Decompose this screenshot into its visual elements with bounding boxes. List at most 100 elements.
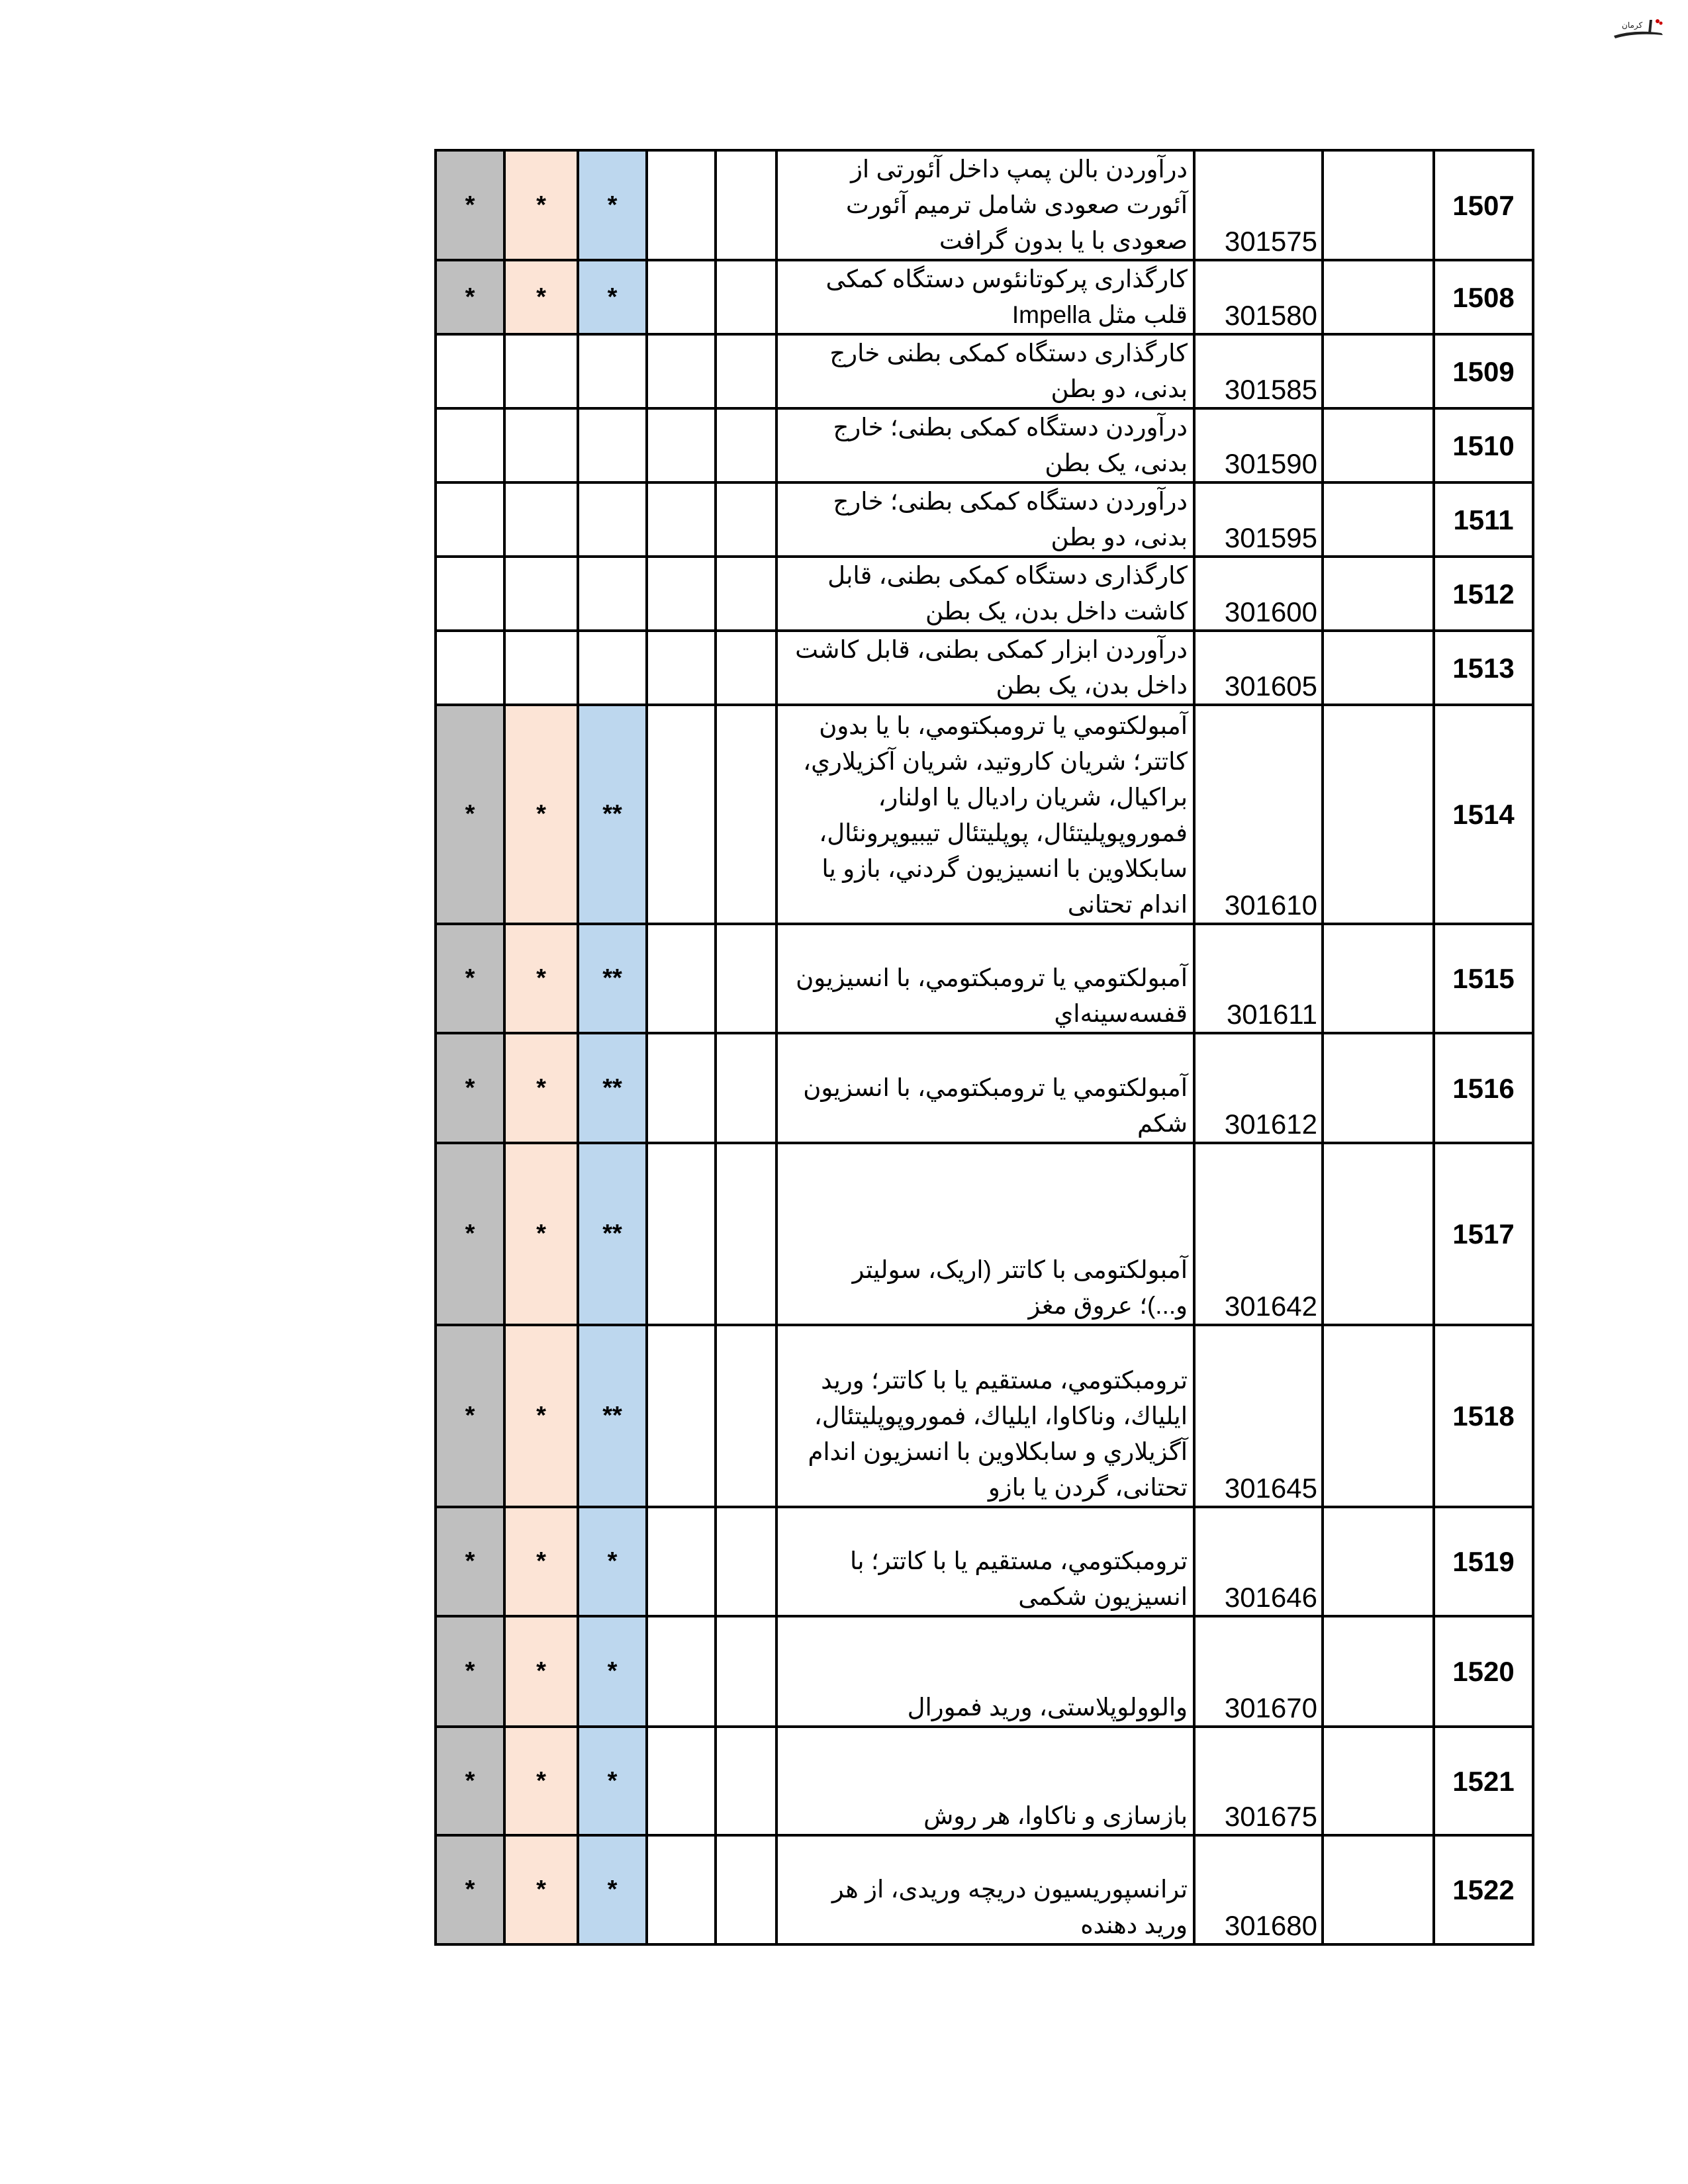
empty-cell <box>1321 1142 1435 1326</box>
table-row: * * ** ترومبکتومي، مستقيم يا با کاتتر؛ وريد… <box>434 1324 1534 1508</box>
table-row: کارگذاری دستگاه کمکی بطنی خارج بدنی، دو … <box>434 333 1534 410</box>
empty-cell <box>714 149 778 261</box>
blue-mark-cell: * <box>577 1834 648 1946</box>
row-number-cell: 1514 <box>1432 704 1534 925</box>
empty-cell <box>714 555 778 632</box>
empty-cell <box>645 1032 717 1144</box>
description-cell: کارگذاری دستگاه کمکی بطنی خارج بدنی، دو … <box>775 333 1196 410</box>
empty-cell <box>1321 1506 1435 1617</box>
description-cell: آمبولکتومي يا ترومبکتومي، با انسيزيون قف… <box>775 923 1196 1034</box>
svg-text:کرمان: کرمان <box>1622 21 1643 30</box>
row-number-cell: 1520 <box>1432 1615 1534 1728</box>
description-cell: والوولوپلاستی، ورید فمورال <box>775 1615 1196 1728</box>
code-cell: 301646 <box>1193 1506 1324 1617</box>
gray-mark-cell <box>434 629 506 706</box>
gray-mark-cell: * <box>434 149 506 261</box>
empty-cell <box>645 149 717 261</box>
row-number-cell: 1516 <box>1432 1032 1534 1144</box>
blue-mark-cell: ** <box>577 1032 648 1144</box>
description-cell: آمبولکتومی با کاتتر (اریک، سولیتر و...)؛… <box>775 1142 1196 1326</box>
blue-mark-cell: * <box>577 1615 648 1728</box>
blue-mark-cell <box>577 333 648 410</box>
row-number-cell: 1515 <box>1432 923 1534 1034</box>
table-row: * * * والوولوپلاستی، ورید فمورال 301670 1520 <box>434 1615 1534 1728</box>
gray-mark-cell: * <box>434 1032 506 1144</box>
empty-cell <box>714 333 778 410</box>
empty-cell <box>645 555 717 632</box>
row-number-cell: 1517 <box>1432 1142 1534 1326</box>
empty-cell <box>1321 1725 1435 1837</box>
description-cell: ترانسپوریسیون دریچه وریدی، از هر ورید ده… <box>775 1834 1196 1946</box>
empty-cell <box>1321 555 1435 632</box>
table-row: * * * درآوردن بالن پمپ داخل آئورتی از آئورت… <box>434 149 1534 261</box>
table-row: * * ** آمبولکتومي يا ترومبکتومي، با انسيزيو… <box>434 923 1534 1034</box>
blue-mark-cell <box>577 555 648 632</box>
code-cell: 301642 <box>1193 1142 1324 1326</box>
table-row: درآوردن ابزار کمکی بطنی، قابل کاشت داخل … <box>434 629 1534 706</box>
empty-cell <box>1321 1834 1435 1946</box>
blue-mark-cell: ** <box>577 704 648 925</box>
empty-cell <box>645 407 717 484</box>
blue-mark-cell: * <box>577 1506 648 1617</box>
table-row: * * ** آمبولکتومي يا ترومبکتومي، با انسزيون… <box>434 1032 1534 1144</box>
blue-mark-cell: * <box>577 259 648 336</box>
table-row: * * ** آمبولکتومی با کاتتر (اریک، سولیتر و.… <box>434 1142 1534 1326</box>
description-cell: ترومبکتومي، مستقيم يا با کاتتر؛ وريد ايل… <box>775 1324 1196 1508</box>
blue-mark-cell <box>577 629 648 706</box>
row-number-cell: 1509 <box>1432 333 1534 410</box>
empty-cell <box>645 1324 717 1508</box>
empty-cell <box>645 1834 717 1946</box>
blue-mark-cell: * <box>577 1725 648 1837</box>
empty-cell <box>645 1506 717 1617</box>
blue-mark-cell <box>577 407 648 484</box>
gray-mark-cell: * <box>434 1142 506 1326</box>
table-row: کارگذاری دستگاه کمکی بطنی، قابل کاشت داخ… <box>434 555 1534 632</box>
table-row: * * * بازسازی و ناکاوا، هر روش 301675 1521 <box>434 1725 1534 1837</box>
code-cell: 301595 <box>1193 481 1324 558</box>
empty-cell <box>645 333 717 410</box>
row-number-cell: 1513 <box>1432 629 1534 706</box>
empty-cell <box>714 1032 778 1144</box>
description-cell: کارگذاری دستگاه کمکی بطنی، قابل کاشت داخ… <box>775 555 1196 632</box>
empty-cell <box>714 923 778 1034</box>
code-cell: 301600 <box>1193 555 1324 632</box>
peach-mark-cell <box>503 407 579 484</box>
description-cell: درآوردن بالن پمپ داخل آئورتی از آئورت صع… <box>775 149 1196 261</box>
gray-mark-cell: * <box>434 704 506 925</box>
empty-cell <box>714 1615 778 1728</box>
code-cell: 301590 <box>1193 407 1324 484</box>
empty-cell <box>714 1142 778 1326</box>
code-cell: 301612 <box>1193 1032 1324 1144</box>
empty-cell <box>645 923 717 1034</box>
empty-cell <box>1321 333 1435 410</box>
gray-mark-cell: * <box>434 1834 506 1946</box>
empty-cell <box>1321 704 1435 925</box>
table-row: * * ** آمبولکتومي يا ترومبکتومي، با يا بدون… <box>434 704 1534 925</box>
peach-mark-cell <box>503 629 579 706</box>
empty-cell <box>714 1834 778 1946</box>
gray-mark-cell <box>434 407 506 484</box>
description-cell: ترومبکتومي، مستقيم يا با کاتتر؛ با انسيز… <box>775 1506 1196 1617</box>
code-cell: 301675 <box>1193 1725 1324 1837</box>
gray-mark-cell: * <box>434 259 506 336</box>
gray-mark-cell: * <box>434 923 506 1034</box>
peach-mark-cell: * <box>503 149 579 261</box>
blue-mark-cell <box>577 481 648 558</box>
empty-cell <box>714 259 778 336</box>
code-cell: 301611 <box>1193 923 1324 1034</box>
description-cell: آمبولکتومي يا ترومبکتومي، با انسزيون شکم <box>775 1032 1196 1144</box>
row-number-cell: 1522 <box>1432 1834 1534 1946</box>
code-cell: 301670 <box>1193 1615 1324 1728</box>
empty-cell <box>714 407 778 484</box>
gray-mark-cell: * <box>434 1324 506 1508</box>
table-row: * * * کارگذاری پرکوتانئوس دستگاه کمکی قلب م… <box>434 259 1534 336</box>
empty-cell <box>645 704 717 925</box>
blue-mark-cell: ** <box>577 923 648 1034</box>
empty-cell <box>645 481 717 558</box>
row-number-cell: 1521 <box>1432 1725 1534 1837</box>
peach-mark-cell: * <box>503 1725 579 1837</box>
empty-cell <box>1321 407 1435 484</box>
row-number-cell: 1511 <box>1432 481 1534 558</box>
empty-cell <box>645 1142 717 1326</box>
peach-mark-cell: * <box>503 1032 579 1144</box>
